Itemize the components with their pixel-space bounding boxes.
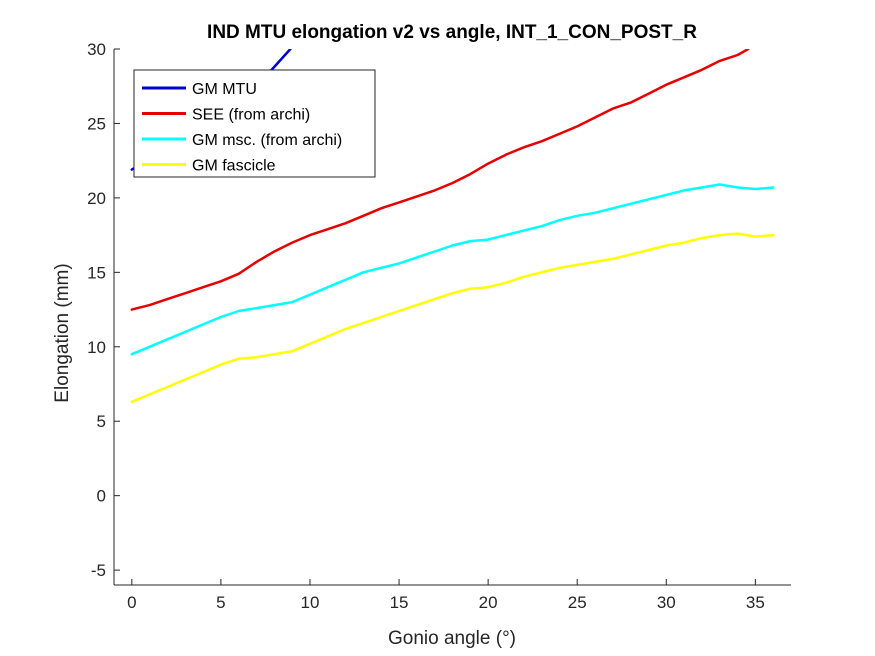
series-line-gm-fascicle xyxy=(130,232,775,404)
y-tick-label: 15 xyxy=(87,263,106,282)
legend-label-see-from-archi: SEE (from archi) xyxy=(192,107,310,124)
chart-title: IND MTU elongation v2 vs angle, INT_1_CO… xyxy=(207,22,697,43)
y-axis-label: Elongation (mm) xyxy=(52,263,73,402)
y-tick-label: 30 xyxy=(87,40,106,59)
series-line-see-from-archi xyxy=(130,49,750,311)
x-tick-label: 0 xyxy=(127,593,136,612)
y-tick-label: 20 xyxy=(87,189,106,208)
x-tick-label: 5 xyxy=(216,593,225,612)
legend-label-gm-msc-from-archi: GM msc. (from archi) xyxy=(192,132,342,149)
x-tick-label: 30 xyxy=(657,593,676,612)
y-tick-label: 0 xyxy=(97,487,106,506)
ticks-layer: 0 5 10 15 20 25 30 35 -5 0 5 10 15 20 25 30 xyxy=(87,40,765,612)
y-tick-label: -5 xyxy=(91,561,106,580)
x-tick-label: 10 xyxy=(301,593,320,612)
x-tick-label: 35 xyxy=(746,593,765,612)
series-line-gm-msc-from-archi xyxy=(130,183,775,356)
legend: GM MTU SEE (from archi) GM msc. (from arch… xyxy=(133,69,376,178)
x-axis-label: Gonio angle (°) xyxy=(388,628,516,649)
x-tick-label: 15 xyxy=(390,593,409,612)
y-tick-label: 10 xyxy=(87,338,106,357)
y-tick-label: 5 xyxy=(97,412,106,431)
x-tick-label: 20 xyxy=(479,593,498,612)
x-tick-label: 25 xyxy=(568,593,587,612)
y-tick-label: 25 xyxy=(87,114,106,133)
legend-label-gm-mtu: GM MTU xyxy=(192,81,257,98)
legend-label-gm-fascicle: GM fascicle xyxy=(192,158,276,175)
